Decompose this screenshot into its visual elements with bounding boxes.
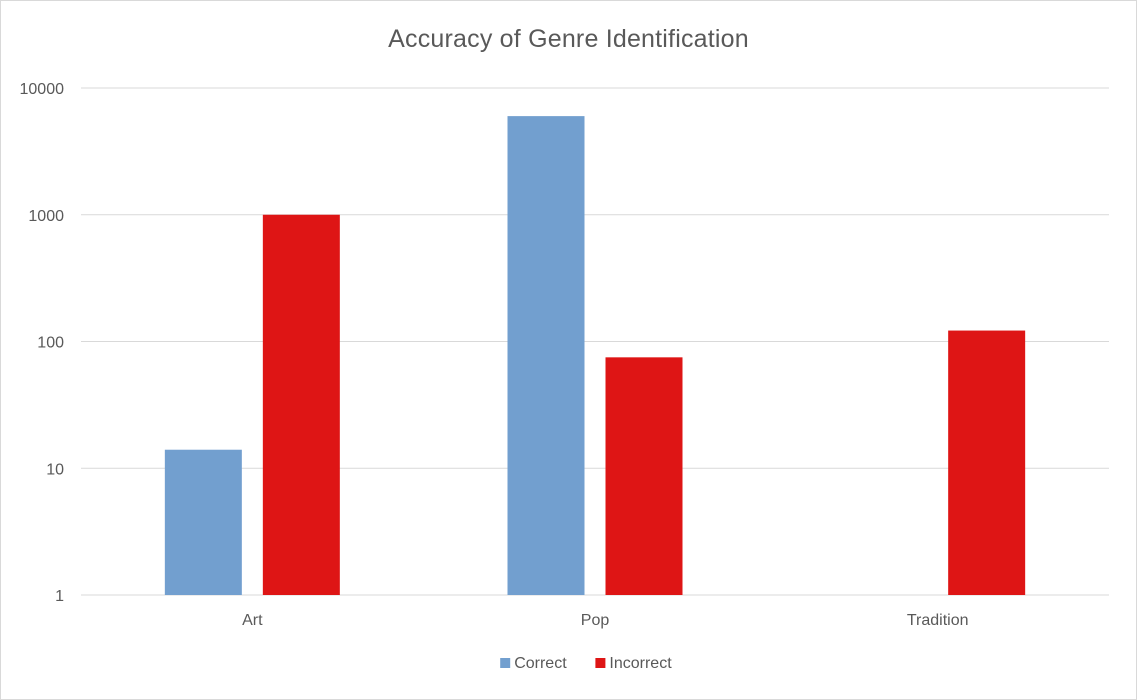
bar-incorrect-art	[262, 214, 340, 595]
bar-correct-art	[164, 449, 242, 595]
bar-correct-pop	[507, 116, 585, 596]
y-tick-label: 10000	[20, 81, 65, 98]
bar-incorrect-pop	[605, 357, 683, 595]
bar-incorrect-tradition	[948, 330, 1026, 595]
x-category-label: Art	[242, 612, 263, 629]
y-tick-label: 1000	[28, 208, 64, 225]
legend-label-incorrect: Incorrect	[609, 655, 672, 672]
y-tick-label: 1	[55, 588, 64, 605]
legend-swatch-correct	[500, 658, 511, 668]
y-tick-label: 100	[37, 335, 64, 352]
legend-swatch-incorrect	[595, 658, 606, 668]
x-category-label: Pop	[581, 612, 610, 629]
chart-title: Accuracy of Genre Identification	[388, 25, 749, 53]
legend-label-correct: Correct	[514, 655, 567, 672]
y-tick-label: 10	[46, 461, 64, 478]
x-category-label: Tradition	[907, 612, 969, 629]
